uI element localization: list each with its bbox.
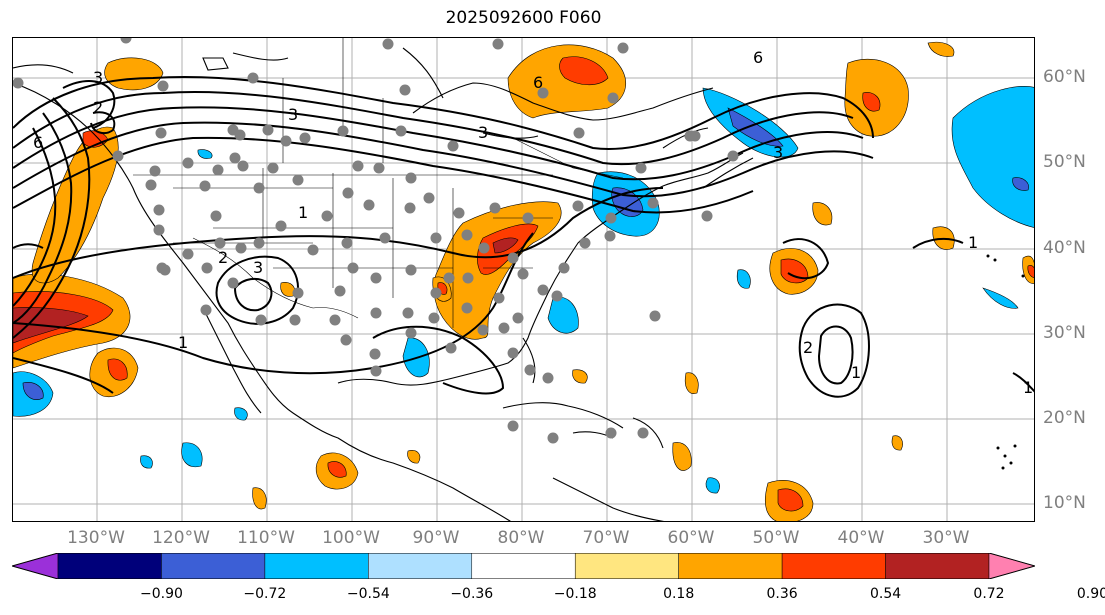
contour-label-1: 1 — [968, 233, 978, 252]
contour-label-3: 3 — [478, 123, 488, 142]
colorbar-extend-high — [988, 553, 1035, 579]
colorbar-tick-label: −0.18 — [553, 586, 597, 602]
islands — [986, 254, 1025, 470]
station-markers — [13, 38, 739, 444]
contour-label-3: 3 — [773, 143, 783, 162]
lat-label: 30°N — [1043, 323, 1086, 343]
contour-label-1: 1 — [298, 203, 308, 222]
colorbar-tick-label: −0.36 — [450, 586, 494, 602]
colorbar-segment — [368, 553, 473, 579]
negative-anomaly-shading — [13, 86, 1034, 494]
contour-label-6: 6 — [753, 48, 763, 67]
colorbar-segment — [264, 553, 369, 579]
colorbar-segment — [161, 553, 266, 579]
lon-label: 70°W — [582, 528, 630, 548]
colorbar-segment — [885, 553, 990, 579]
contour-label-2: 2 — [803, 338, 813, 357]
colorbar-segment — [574, 553, 679, 579]
contour-label-1: 1 — [178, 333, 188, 352]
contour-label-6: 6 — [33, 133, 43, 152]
contour-label-2: 2 — [93, 98, 103, 117]
lon-label: 80°W — [497, 528, 545, 548]
lat-label: 40°N — [1043, 238, 1086, 258]
lon-label: 100°W — [322, 528, 380, 548]
lon-label: 120°W — [152, 528, 210, 548]
colorbar-segment — [57, 553, 162, 579]
colorbar — [12, 553, 1035, 579]
lon-label: 60°W — [667, 528, 715, 548]
colorbar-tick-label: 0.90 — [1076, 586, 1105, 602]
lon-label: 40°W — [837, 528, 885, 548]
colorbar-tick-label: 0.36 — [766, 586, 798, 602]
colorbar-tick-label: −0.72 — [243, 586, 287, 602]
lat-label: 50°N — [1043, 152, 1086, 172]
contour-label-1: 1 — [1023, 378, 1033, 397]
colorbar-segment — [471, 553, 576, 579]
contour-label-1: 1 — [851, 363, 861, 382]
positive-anomaly-shading — [13, 41, 1034, 521]
lon-label: 90°W — [412, 528, 460, 548]
colorbar-tick-label: −0.90 — [139, 586, 183, 602]
colorbar-tick-label: −0.54 — [346, 586, 390, 602]
contour-label-2: 2 — [218, 248, 228, 267]
colorbar-tick-label: 0.18 — [663, 586, 695, 602]
contour-label-6: 6 — [533, 73, 543, 92]
colorbar-segment — [678, 553, 783, 579]
lat-label: 20°N — [1043, 408, 1086, 428]
lon-label: 130°W — [67, 528, 125, 548]
contour-label-3: 3 — [288, 105, 298, 124]
contour-label-3: 3 — [93, 68, 103, 87]
map-title: 2025092600 F060 — [445, 8, 602, 28]
colorbar-segment — [781, 553, 886, 579]
lon-label: 30°W — [922, 528, 970, 548]
lat-label: 60°N — [1043, 67, 1086, 87]
map-panel: 3 2 6 3 3 6 6 3 1 2 3 1 1 2 1 1 — [12, 37, 1035, 522]
lat-label: 10°N — [1043, 493, 1086, 513]
colorbar-extend-low — [12, 553, 59, 579]
colorbar-tick-label: 0.54 — [869, 586, 902, 602]
contour-label-3: 3 — [253, 258, 263, 277]
contour-labels: 3 2 6 3 3 6 6 3 1 2 3 1 1 2 1 1 — [33, 48, 1033, 397]
lon-label: 50°W — [752, 528, 800, 548]
lon-label: 110°W — [237, 528, 295, 548]
colorbar-tick-label: 0.72 — [973, 586, 1005, 602]
